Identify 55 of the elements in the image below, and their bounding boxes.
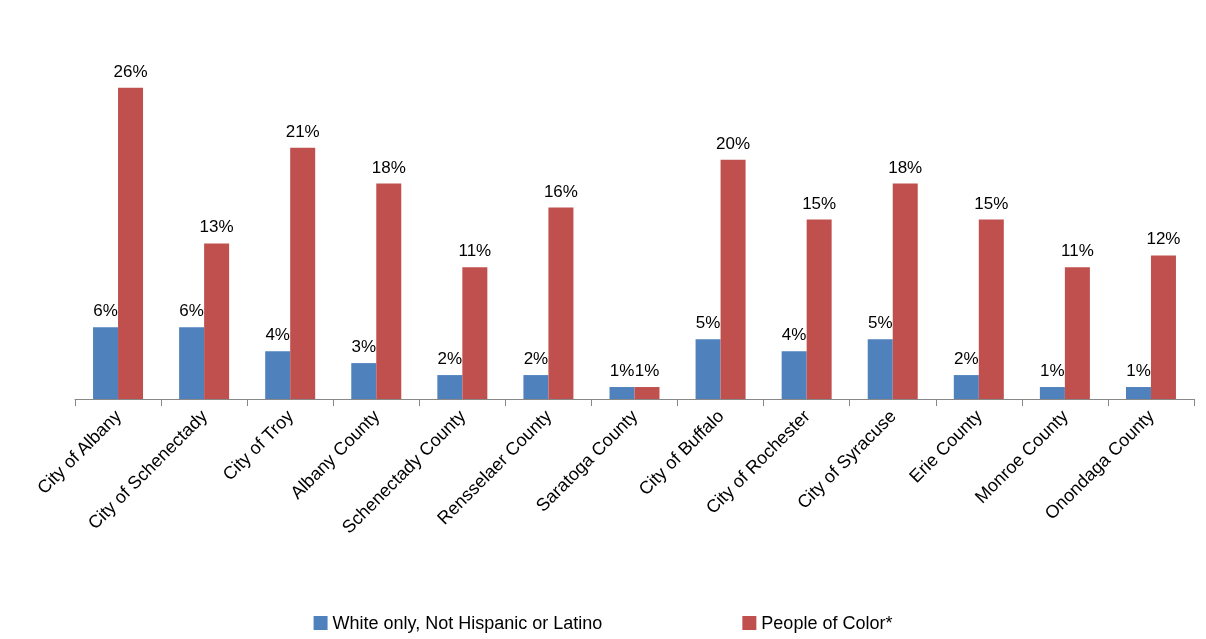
data-label: 5% — [695, 313, 721, 333]
bar — [204, 243, 230, 399]
data-label: 6% — [179, 301, 204, 321]
data-label: 15% — [974, 193, 1009, 213]
data-label: 20% — [716, 133, 751, 153]
bar — [290, 147, 316, 399]
bar — [462, 267, 488, 399]
x-tick-label: City of Troy — [218, 405, 298, 485]
data-label: 26% — [113, 61, 148, 81]
data-label: 18% — [888, 157, 923, 177]
bar — [695, 339, 721, 399]
bar — [634, 387, 660, 399]
data-label: 1% — [609, 361, 635, 381]
data-label: 11% — [1061, 241, 1094, 261]
bar — [179, 327, 205, 399]
data-label: 5% — [867, 313, 893, 333]
data-label: 15% — [802, 193, 837, 213]
data-label: 2% — [523, 349, 549, 369]
bar — [978, 219, 1004, 399]
data-label: 2% — [437, 349, 463, 369]
bar — [523, 375, 549, 399]
data-label: 21% — [285, 121, 320, 141]
data-label: 11% — [458, 241, 492, 261]
bar — [376, 183, 402, 399]
bar — [1125, 387, 1151, 399]
bar — [93, 327, 119, 399]
bar — [548, 207, 574, 399]
bar — [1150, 255, 1176, 399]
bar — [351, 363, 377, 399]
data-label: 4% — [265, 325, 290, 345]
bar — [1064, 267, 1090, 399]
bar — [806, 219, 832, 399]
bar — [609, 387, 635, 399]
data-label: 18% — [371, 157, 406, 177]
data-label: 16% — [543, 181, 578, 201]
bar — [892, 183, 918, 399]
data-label: 12% — [1146, 229, 1181, 249]
data-label: 1% — [1126, 361, 1151, 381]
bar — [867, 339, 893, 399]
bar — [781, 351, 807, 399]
bar — [118, 87, 144, 399]
bar — [953, 375, 979, 399]
bar — [1039, 387, 1065, 399]
data-label: 1% — [1040, 361, 1065, 381]
data-label: 2% — [954, 349, 979, 369]
data-label: 1% — [634, 361, 660, 381]
bar — [437, 375, 463, 399]
legend-label: People of Color* — [761, 613, 893, 633]
legend-label: White only, Not Hispanic or Latino — [332, 613, 603, 633]
data-label: 4% — [781, 325, 807, 345]
data-label: 13% — [199, 217, 234, 237]
data-label: 6% — [93, 301, 118, 321]
data-label: 3% — [351, 337, 377, 357]
bar — [720, 159, 746, 399]
bar — [265, 351, 291, 399]
